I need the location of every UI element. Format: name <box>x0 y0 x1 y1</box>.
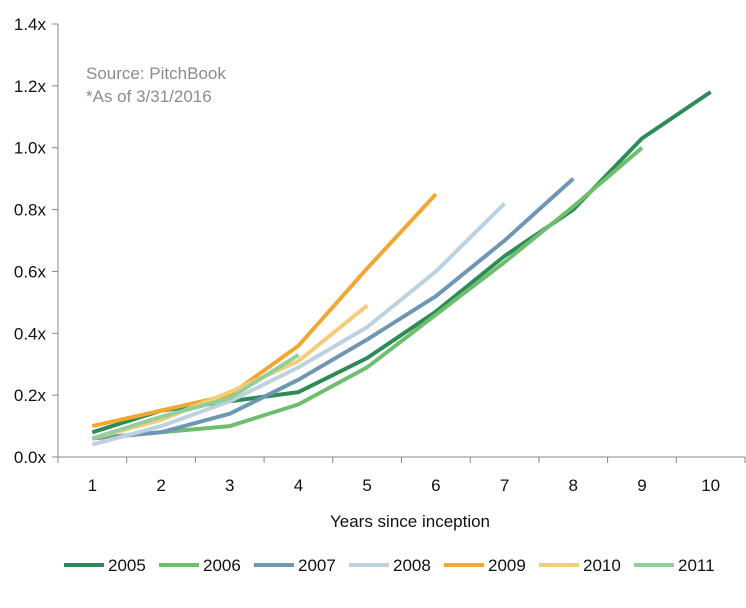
x-tick-label: 10 <box>701 476 720 495</box>
legend-label-2007: 2007 <box>298 556 336 575</box>
legend-label-2010: 2010 <box>583 556 621 575</box>
x-ticks: 1 2 3 4 5 6 7 8 9 10 <box>57 457 746 495</box>
x-tick-label: 3 <box>225 476 234 495</box>
y-tick-label: 0.8x <box>14 201 47 220</box>
y-tick-label: 1.2x <box>14 77 47 96</box>
legend: 2005 2006 2007 2008 2009 2010 2011 <box>64 556 715 575</box>
y-tick-label: 1.0x <box>14 139 47 158</box>
y-ticks: 0.0x 0.2x 0.4x 0.6x 0.8x 1.0x 1.2x 1.4x <box>14 15 58 467</box>
y-tick-label: 0.4x <box>14 324 47 343</box>
legend-label-2005: 2005 <box>108 556 146 575</box>
series-line-2011 <box>91 353 300 441</box>
series-line-2009 <box>91 192 438 429</box>
x-tick-label: 6 <box>431 476 440 495</box>
date-note: *As of 3/31/2016 <box>86 87 212 106</box>
y-tick-label: 0.2x <box>14 386 47 405</box>
y-tick-label: 0.6x <box>14 262 47 281</box>
y-tick-label: 0.0x <box>14 448 47 467</box>
series-line-2005 <box>91 90 712 435</box>
x-tick-label: 2 <box>156 476 165 495</box>
x-axis-label: Years since inception <box>330 512 490 531</box>
legend-label-2006: 2006 <box>203 556 241 575</box>
x-tick-label: 5 <box>362 476 371 495</box>
series-line-2008 <box>91 201 507 447</box>
x-tick-label: 7 <box>500 476 509 495</box>
series-line-2006 <box>92 146 644 441</box>
x-tick-label: 4 <box>294 476 303 495</box>
x-tick-label: 1 <box>88 476 97 495</box>
legend-label-2008: 2008 <box>393 556 431 575</box>
y-tick-label: 1.4x <box>14 15 47 34</box>
legend-label-2009: 2009 <box>488 556 526 575</box>
series-lines <box>91 90 712 447</box>
legend-label-2011: 2011 <box>678 556 715 575</box>
x-tick-label: 8 <box>569 476 578 495</box>
series-line-2007 <box>92 177 575 441</box>
source-note: Source: PitchBook <box>86 64 226 83</box>
x-tick-label: 9 <box>637 476 646 495</box>
